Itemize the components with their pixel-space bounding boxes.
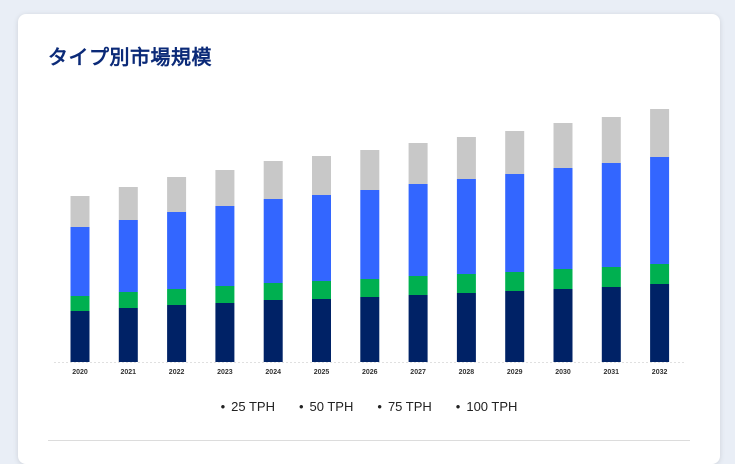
bar-segment bbox=[312, 281, 331, 299]
legend-bullet-icon: • bbox=[298, 399, 304, 414]
bar-segment bbox=[167, 212, 187, 289]
bar-segment bbox=[553, 289, 573, 362]
bar-segment bbox=[70, 296, 90, 311]
x-tick-label: 2021 bbox=[121, 369, 137, 376]
legend-item: • 75 TPH bbox=[377, 399, 431, 414]
bar-segment bbox=[70, 196, 90, 227]
bar-segment bbox=[505, 291, 525, 362]
bar-segment bbox=[505, 272, 525, 291]
bar-segment bbox=[167, 177, 187, 212]
bar-segment bbox=[118, 292, 138, 308]
x-tick-label: 2020 bbox=[72, 369, 88, 376]
bar-segment bbox=[650, 157, 670, 264]
bar-segment bbox=[408, 184, 428, 276]
bar-segment bbox=[601, 117, 621, 163]
legend-bullet-icon: • bbox=[220, 399, 226, 414]
bar-segment bbox=[505, 174, 525, 272]
x-tick-label: 2031 bbox=[604, 369, 620, 376]
bar-segment bbox=[215, 206, 235, 286]
bar-segment bbox=[456, 137, 476, 179]
bar-segment bbox=[312, 299, 331, 362]
legend-label: 25 TPH bbox=[231, 399, 275, 414]
bar-segment bbox=[70, 311, 90, 362]
chart-legend: • 25 TPH • 50 TPH • 75 TPH • 100 TPH bbox=[18, 399, 720, 414]
chart-card: タイプ別市場規模 2020 2021 2022 2023 2024 2025 2026 202… bbox=[18, 14, 720, 464]
bar-segment bbox=[650, 264, 670, 284]
divider bbox=[48, 440, 690, 441]
x-tick-label: 2030 bbox=[555, 369, 571, 376]
bar-segment bbox=[263, 283, 283, 300]
bar-segment bbox=[215, 170, 235, 206]
bar-segment bbox=[118, 308, 138, 362]
bar-segment bbox=[408, 295, 428, 362]
legend-label: 50 TPH bbox=[309, 399, 354, 414]
chart-title: タイプ別市場規模 bbox=[48, 45, 212, 69]
x-tick-label: 2029 bbox=[507, 369, 523, 376]
bar-segment bbox=[456, 274, 476, 293]
bar-segment bbox=[360, 150, 380, 190]
bar-segment bbox=[650, 109, 670, 157]
legend-label: 100 TPH bbox=[466, 399, 518, 414]
x-tick-label: 2027 bbox=[410, 369, 426, 376]
bar-segment bbox=[118, 187, 138, 220]
bar-segment bbox=[263, 300, 283, 362]
x-tick-label: 2023 bbox=[217, 369, 233, 376]
legend-item: • 25 TPH bbox=[221, 399, 275, 414]
bar-segment bbox=[408, 276, 428, 295]
legend-item: • 100 TPH bbox=[456, 399, 518, 414]
bar-segment bbox=[360, 279, 380, 297]
bar-segment bbox=[215, 286, 235, 303]
stacked-bar-chart: 2020 2021 2022 2023 2024 2025 2026 2027 2028 2029… bbox=[54, 109, 684, 376]
bar-segment bbox=[263, 199, 283, 283]
bar-segment bbox=[601, 267, 621, 287]
bar-segment bbox=[167, 305, 187, 362]
x-tick-label: 2025 bbox=[314, 369, 330, 376]
legend-label: 75 TPH bbox=[387, 399, 432, 414]
bar-segment bbox=[312, 195, 331, 281]
legend-bullet-icon: • bbox=[455, 399, 461, 414]
bar-segment bbox=[456, 179, 476, 274]
bar-segment bbox=[456, 293, 476, 362]
bar-segment bbox=[70, 227, 90, 296]
bar-segment bbox=[360, 190, 380, 279]
bar-segment bbox=[553, 123, 573, 168]
bar-segment bbox=[312, 156, 331, 195]
bar-segment bbox=[118, 220, 138, 292]
bar-segment bbox=[263, 161, 283, 199]
bar-segment bbox=[553, 269, 573, 289]
bar-segment bbox=[408, 143, 428, 184]
x-tick-label: 2032 bbox=[652, 369, 668, 376]
bar-segment bbox=[601, 163, 621, 267]
legend-bullet-icon: • bbox=[377, 399, 382, 414]
bar-segment bbox=[167, 289, 187, 305]
x-tick-label: 2022 bbox=[169, 369, 185, 376]
bar-segment bbox=[650, 284, 670, 362]
x-tick-label: 2024 bbox=[265, 369, 281, 376]
legend-item: • 50 TPH bbox=[299, 399, 353, 414]
bar-segment bbox=[215, 303, 235, 362]
x-tick-label: 2028 bbox=[459, 369, 475, 376]
x-tick-label: 2026 bbox=[362, 369, 378, 376]
bar-segment bbox=[505, 131, 525, 174]
bar-segment bbox=[360, 297, 380, 362]
bar-segment bbox=[601, 287, 621, 362]
bar-segment bbox=[553, 168, 573, 269]
